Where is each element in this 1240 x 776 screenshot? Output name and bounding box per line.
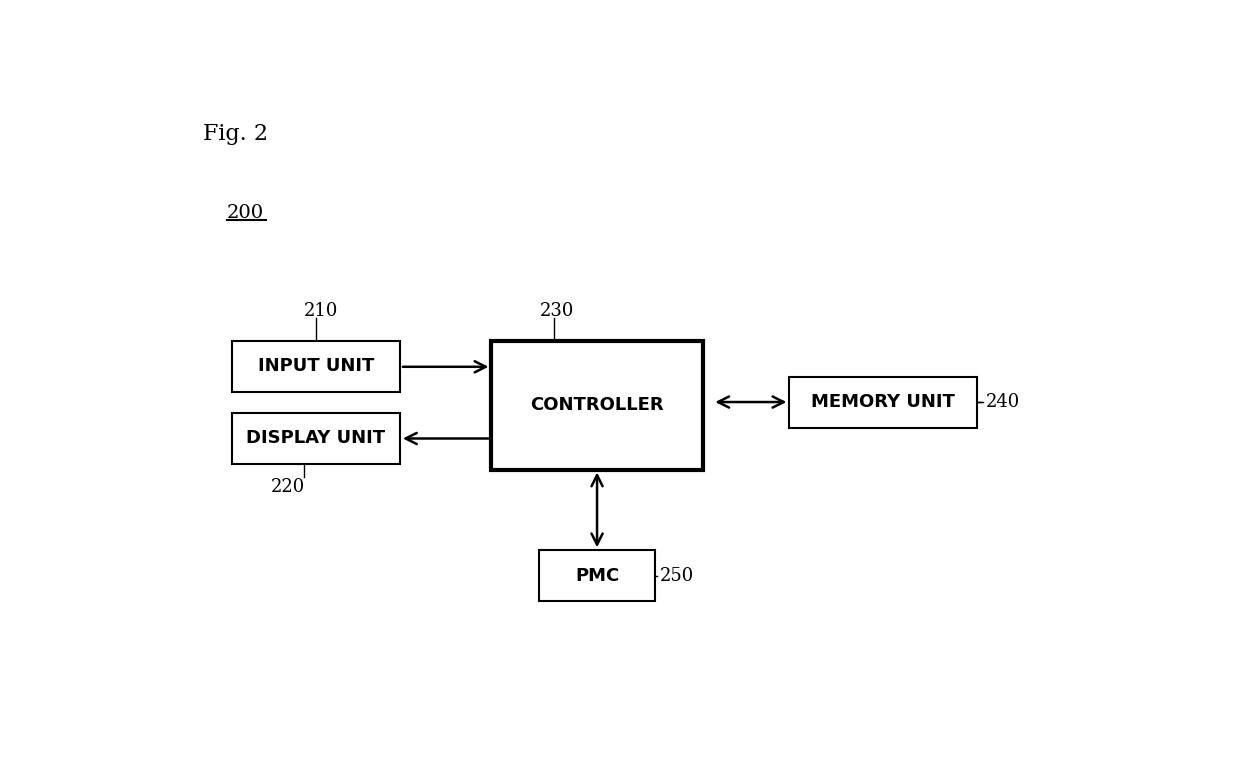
Text: 220: 220 [270, 479, 305, 497]
Text: DISPLAY UNIT: DISPLAY UNIT [247, 429, 386, 447]
Text: 240: 240 [986, 393, 1021, 411]
Text: INPUT UNIT: INPUT UNIT [258, 358, 374, 376]
Text: Fig. 2: Fig. 2 [203, 123, 268, 145]
Text: MEMORY UNIT: MEMORY UNIT [811, 393, 955, 411]
FancyBboxPatch shape [232, 413, 401, 463]
Text: PMC: PMC [575, 566, 619, 584]
Text: 230: 230 [539, 302, 574, 320]
FancyBboxPatch shape [491, 341, 703, 469]
Text: 250: 250 [660, 567, 693, 585]
Text: CONTROLLER: CONTROLLER [531, 397, 663, 414]
Text: 200: 200 [227, 203, 264, 222]
FancyBboxPatch shape [789, 377, 977, 428]
Text: 210: 210 [304, 302, 339, 320]
FancyBboxPatch shape [539, 550, 655, 601]
FancyBboxPatch shape [232, 341, 401, 392]
